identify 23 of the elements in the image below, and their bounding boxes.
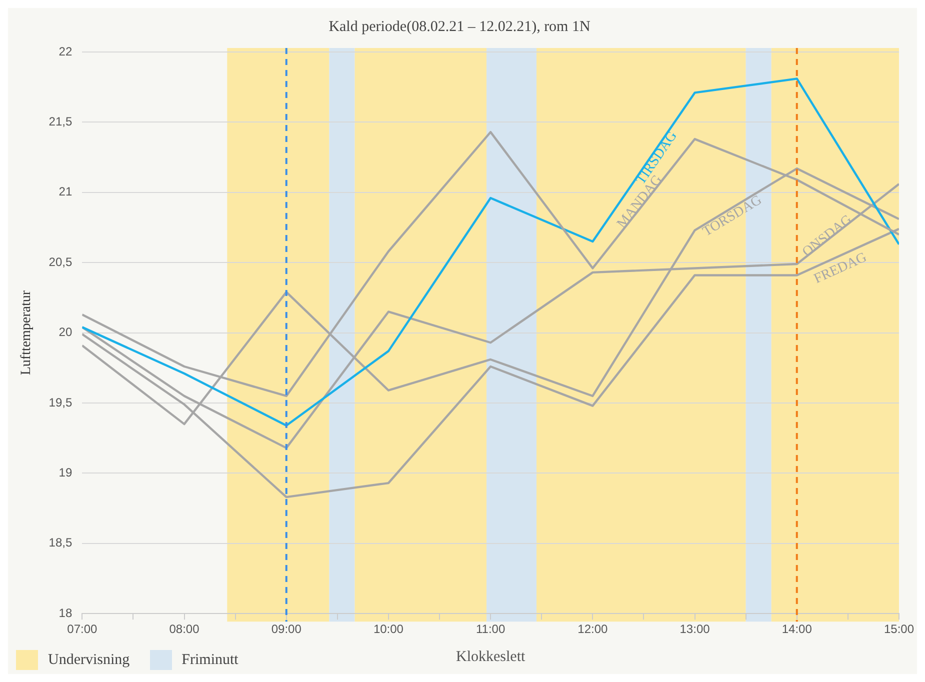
legend-label: Undervisning xyxy=(48,652,130,668)
y-tick-label: 21 xyxy=(58,184,72,199)
x-tick-label: 12:00 xyxy=(578,622,608,636)
x-axis-title: Klokkeslett xyxy=(456,648,526,665)
y-tick-label: 19 xyxy=(58,466,72,480)
chart-title: Kald periode(08.02.21 – 12.02.21), rom 1N xyxy=(328,18,590,35)
x-tick-label: 07:00 xyxy=(67,622,98,636)
x-tick-label: 10:00 xyxy=(373,622,404,636)
x-tick-label: 08:00 xyxy=(169,622,200,636)
y-tick-label: 20,5 xyxy=(48,254,72,269)
y-tick-label: 22 xyxy=(58,44,72,58)
x-tick-label: 09:00 xyxy=(271,622,302,636)
x-tick-label: 13:00 xyxy=(680,622,710,636)
x-tick-label: 15:00 xyxy=(884,622,914,636)
legend-label: Friminutt xyxy=(182,652,238,668)
y-tick-label: 20 xyxy=(58,325,72,340)
y-tick-label: 19,5 xyxy=(48,395,72,410)
y-tick-label: 21,5 xyxy=(48,114,72,129)
y-tick-label: 18,5 xyxy=(48,536,72,550)
y-tick-label: 18 xyxy=(58,606,72,620)
x-tick-label: 14:00 xyxy=(782,622,812,636)
y-axis-title: Lufttemperatur xyxy=(19,290,34,376)
x-tick-label: 11:00 xyxy=(476,622,506,636)
